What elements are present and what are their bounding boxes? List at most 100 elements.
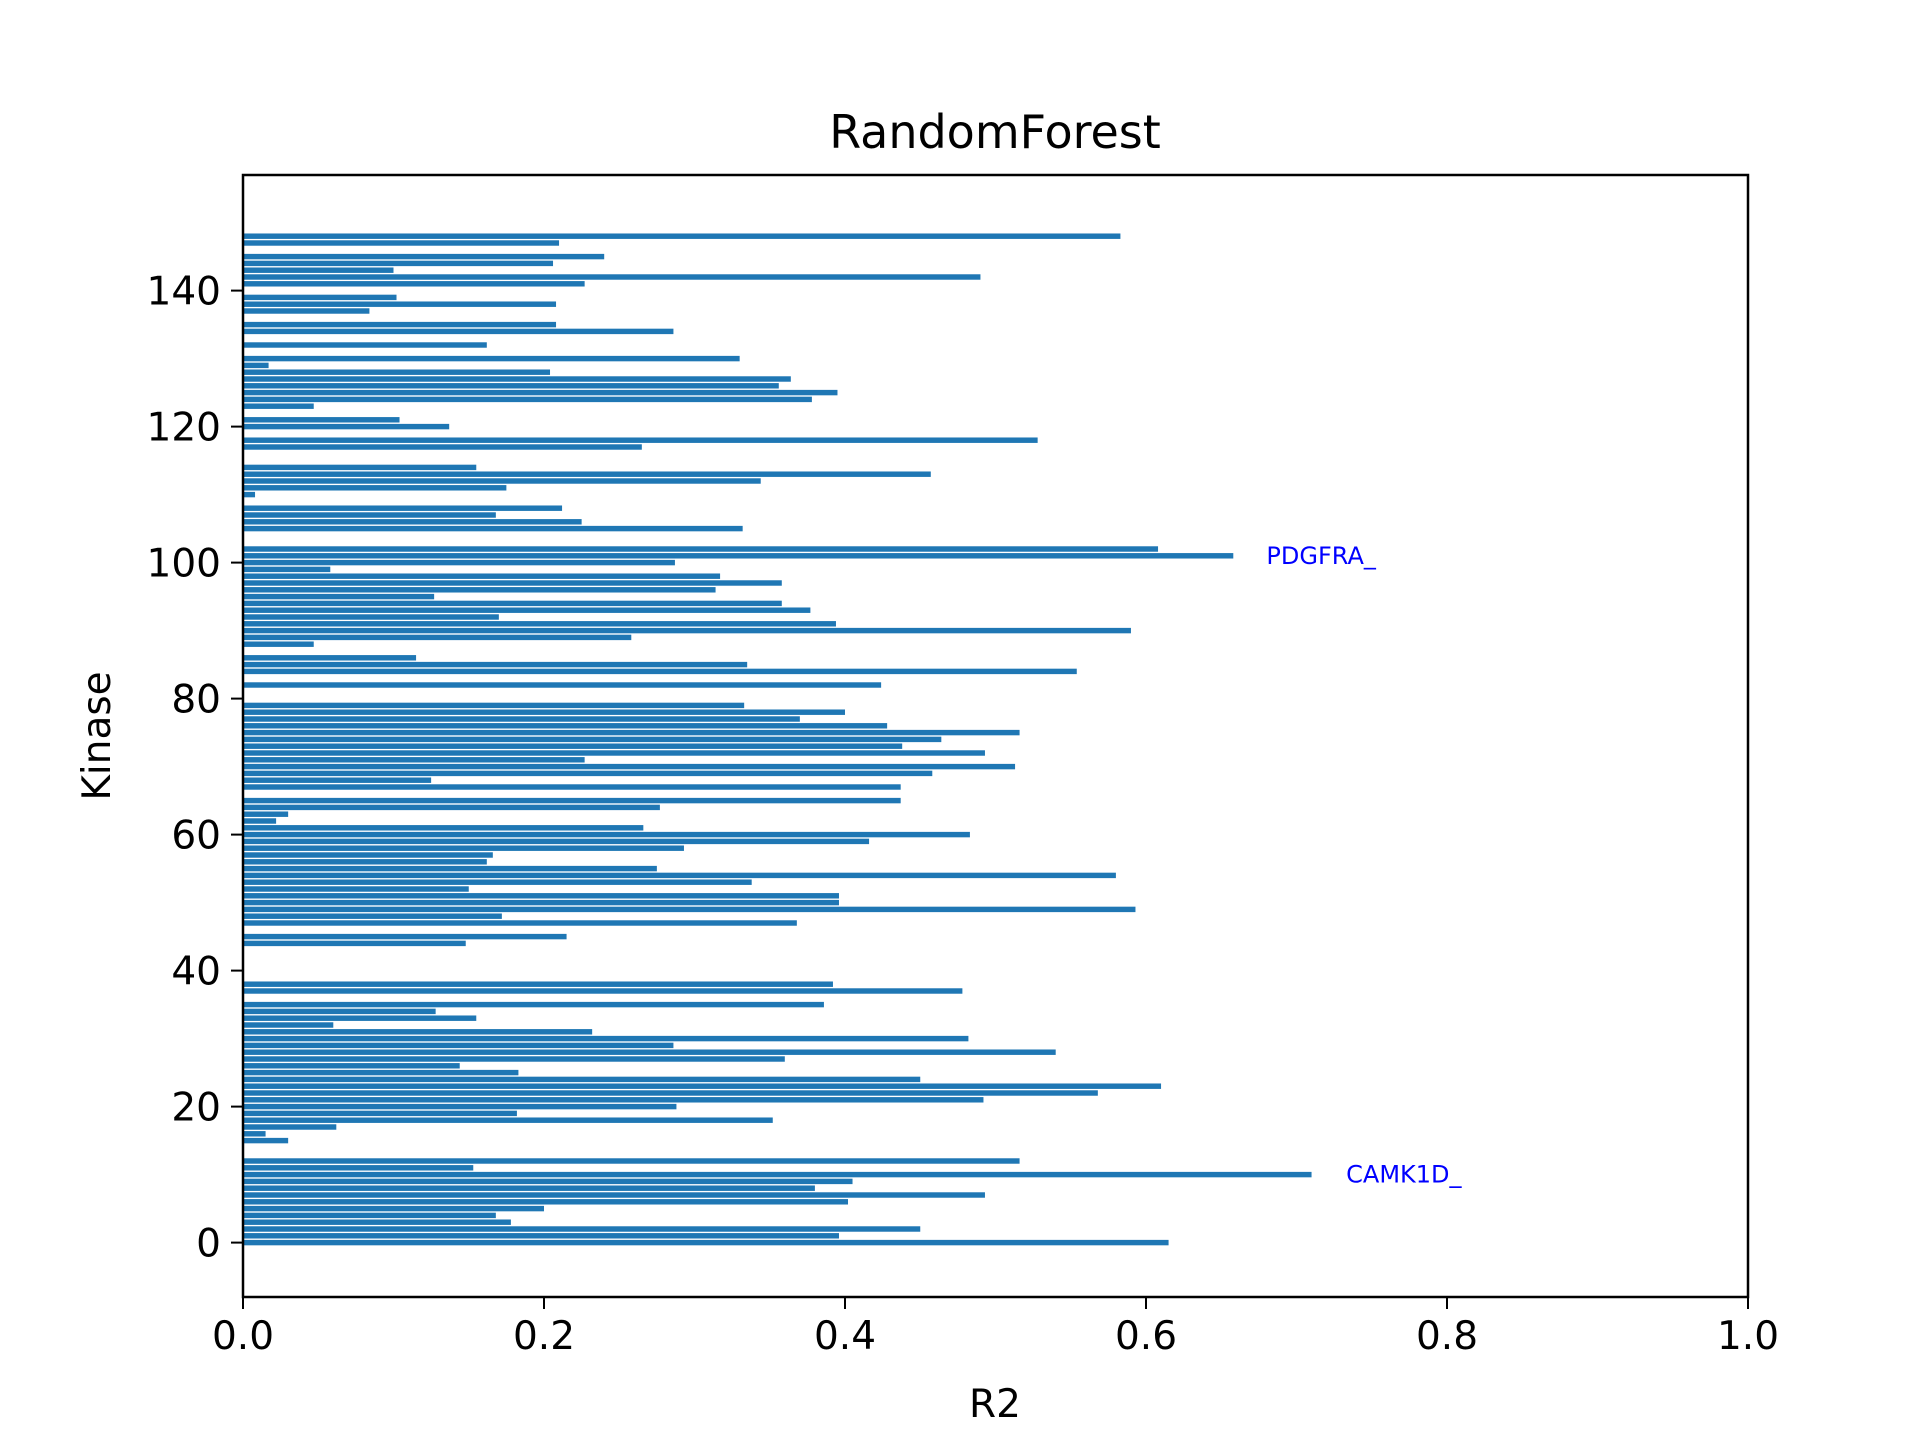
bar-31 [243, 1029, 593, 1035]
y-tick-label-7: 140 [147, 270, 221, 315]
bar-117 [243, 444, 642, 450]
bar-121 [243, 417, 400, 423]
bar-12 [243, 1158, 1020, 1164]
bar-132 [243, 342, 487, 348]
bar-84 [243, 668, 1077, 675]
bar-95 [243, 593, 435, 600]
bar-130 [243, 355, 740, 362]
bar-85 [243, 661, 748, 668]
bar-27 [243, 1056, 785, 1062]
bar-2 [243, 1226, 921, 1232]
bar-67 [243, 784, 901, 790]
bar-47 [243, 920, 797, 926]
x-tick-label-0: 0.0 [212, 1314, 274, 1359]
bar-17 [243, 1124, 337, 1130]
bar-33 [243, 1015, 477, 1021]
bar-93 [243, 607, 811, 613]
bar-98 [243, 573, 721, 579]
bar-25 [243, 1069, 519, 1076]
bar-19 [243, 1110, 517, 1117]
bar-59 [243, 838, 870, 845]
bar-52 [243, 886, 469, 892]
y-tick-label-5: 100 [147, 542, 221, 587]
annotation-0: PDGFRA_ [1266, 542, 1376, 570]
bar-102 [243, 546, 1159, 552]
bars-group [243, 233, 1312, 1246]
bar-10 [243, 1171, 1312, 1178]
x-tick-label-2: 0.4 [814, 1314, 876, 1359]
bar-147 [243, 240, 560, 246]
bar-6 [243, 1199, 849, 1205]
bar-53 [243, 879, 752, 885]
bar-56 [243, 859, 487, 865]
bar-38 [243, 981, 833, 987]
bar-49 [243, 906, 1136, 913]
bar-15 [243, 1137, 289, 1144]
bar-114 [243, 464, 477, 471]
bar-125 [243, 389, 838, 396]
bar-106 [243, 519, 582, 525]
bar-124 [243, 396, 812, 403]
bar-1 [243, 1233, 839, 1239]
bar-3 [243, 1219, 511, 1225]
bar-78 [243, 709, 845, 715]
bar-70 [243, 763, 1016, 770]
bar-127 [243, 376, 791, 382]
bar-26 [243, 1063, 460, 1069]
y-tick-label-0: 0 [196, 1222, 221, 1267]
bar-54 [243, 872, 1116, 879]
bar-50 [243, 899, 839, 906]
bar-79 [243, 702, 745, 709]
y-tick-label-2: 40 [171, 950, 221, 995]
bar-8 [243, 1185, 815, 1191]
bar-24 [243, 1076, 921, 1083]
y-tick-label-6: 120 [147, 406, 221, 451]
bar-76 [243, 723, 888, 729]
x-tick-label-4: 0.8 [1416, 1314, 1478, 1359]
bar-77 [243, 716, 800, 722]
bar-32 [243, 1022, 334, 1028]
bar-137 [243, 308, 370, 314]
y-axis-ticks: 0 20 40 60 80 100 120 140 [147, 270, 243, 1267]
bar-88 [243, 641, 314, 647]
bar-21 [243, 1097, 984, 1103]
bar-128 [243, 369, 551, 375]
bar-37 [243, 988, 963, 994]
x-axis-ticks: 0.0 0.2 0.4 0.6 0.8 1.0 [212, 1297, 1779, 1359]
bar-72 [243, 750, 985, 756]
bar-134 [243, 328, 674, 335]
bar-62 [243, 818, 277, 824]
plot-frame [241, 173, 1750, 1299]
bar-18 [243, 1117, 773, 1123]
bar-135 [243, 321, 557, 328]
bar-45 [243, 933, 567, 940]
bar-108 [243, 505, 563, 511]
bar-90 [243, 627, 1131, 634]
bar-89 [243, 634, 632, 641]
bar-9 [243, 1178, 853, 1185]
bar-74 [243, 736, 942, 743]
bar-5 [243, 1205, 544, 1212]
x-tick-label-1: 0.2 [513, 1314, 575, 1359]
bar-51 [243, 893, 839, 899]
bar-139 [243, 294, 397, 301]
bar-23 [243, 1083, 1162, 1089]
bar-16 [243, 1131, 266, 1137]
bar-20 [243, 1103, 677, 1110]
bar-44 [243, 940, 466, 947]
x-tick-label-3: 0.6 [1115, 1314, 1177, 1359]
bar-123 [243, 403, 314, 409]
bar-69 [243, 770, 933, 777]
bar-61 [243, 825, 644, 831]
y-axis-label: Kinase [75, 671, 120, 800]
bar-35 [243, 1001, 824, 1008]
bar-101 [243, 553, 1234, 559]
bar-82 [243, 682, 882, 688]
bar-48 [243, 913, 502, 919]
bar-92 [243, 614, 499, 620]
bar-28 [243, 1049, 1056, 1055]
bar-4 [243, 1212, 496, 1219]
bar-113 [243, 471, 931, 477]
y-tick-label-4: 80 [171, 678, 221, 723]
bar-7 [243, 1192, 985, 1198]
